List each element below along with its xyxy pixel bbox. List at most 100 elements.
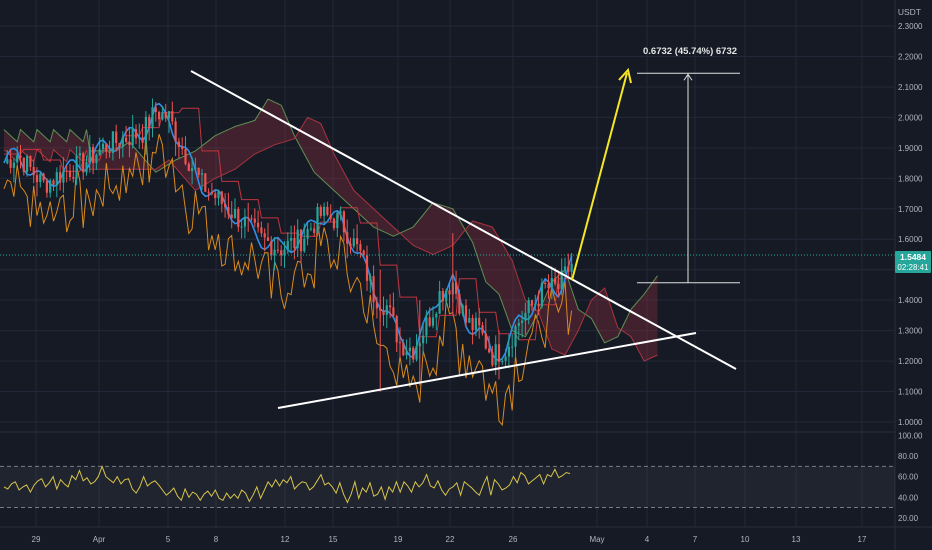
projection-arrow[interactable] [571,72,628,281]
candle-body [240,226,243,228]
candle-body [237,208,240,227]
price-tick-label: 2.2000 [898,52,923,61]
candle-body [184,149,187,164]
candle-body [214,193,217,199]
candle-body [26,156,29,172]
candle-body [455,282,458,294]
candle-body [6,159,9,164]
candle-body [309,228,312,230]
candle-body [471,317,474,331]
price-axis[interactable]: 2.3000 2.2000 2.1000 2.0000 1.9000 1.8000 1.70… [898,22,923,427]
candle-body [101,143,105,150]
candle-body [19,155,22,158]
candle-body [144,116,147,143]
time-tick-label: 13 [792,535,801,544]
candle-body [296,229,299,248]
candle-body [125,137,128,142]
candle-body [148,116,151,129]
candle-body [547,284,550,289]
candle-body [167,111,171,119]
price-tick-label: 1.0000 [898,418,923,427]
time-tick-label: 10 [741,535,750,544]
price-tick-label: 1.4000 [898,296,923,305]
candle-body [118,143,121,147]
candle-body [138,137,141,139]
candle-body [95,154,98,164]
price-tick-label: 1.2000 [898,357,923,366]
chart-grid [0,0,895,527]
candle-body [68,171,72,178]
candle-body [174,121,177,142]
current-price-value: 1.5484 [900,252,926,262]
price-tick-label: 1.7000 [898,205,923,214]
candle-body [217,191,220,199]
candle-body [39,173,42,183]
candle-body [194,167,197,169]
chart-drawings [0,67,895,409]
candle-body [491,352,494,366]
candle-body [428,317,431,326]
candle-body [32,167,35,176]
candle-body [260,227,263,234]
candle-body [389,305,392,308]
candle-body [191,168,194,172]
candle-body [210,192,213,194]
candle-body [448,290,451,295]
candle-body [16,155,19,163]
candle-body [385,305,388,315]
candle-body [154,107,157,113]
candle-body [415,346,418,360]
price-tick-label: 2.1000 [898,83,923,92]
candle-body [517,322,520,326]
time-tick-label: 19 [394,535,403,544]
candle-body [177,141,180,147]
rsi-tick-label: 20.00 [898,514,919,523]
candle-body [349,243,352,247]
candle-body [151,107,154,129]
candle-body [35,175,39,183]
candle-body [534,303,537,306]
candle-body [92,146,95,164]
upper-trendline[interactable] [190,70,737,370]
candle-body [412,347,415,360]
candle-body [336,212,339,229]
time-tick-label: 12 [281,535,290,544]
candle-body [365,255,369,281]
candle-body [319,206,322,216]
candle-body [521,320,524,323]
time-tick-label: Apr [93,535,106,544]
candle-body [352,238,355,247]
candle-body [511,346,514,348]
candle-body [59,172,62,183]
time-tick-label: 5 [166,535,171,544]
current-price-badge: 1.5484 02:28:41 [895,251,931,273]
candle-body [9,159,12,168]
time-axis[interactable]: 29 Apr 5 8 12 15 19 22 26 May 4 7 10 13 17 [32,535,867,544]
time-tick-label: May [589,535,604,544]
candle-body [111,131,114,153]
candle-body [181,146,184,150]
candle-body [197,167,200,175]
candle-body [557,283,560,289]
rsi-pane[interactable]: 100.00 80.00 60.00 40.00 20.00 [0,431,923,523]
lower-trendline[interactable] [277,332,697,409]
price-tick-label: 2.3000 [898,22,923,31]
candle-body [131,129,134,146]
candle-body [227,207,230,215]
candle-body [293,238,296,248]
candle-body [342,211,345,233]
candle-body [474,317,477,331]
measure-label: 0.6732 (45.74%) 6732 [643,46,737,57]
candle-body [332,218,336,229]
candle-body [253,218,256,223]
candle-body [233,208,237,219]
price-tick-label: 1.8000 [898,174,923,183]
candle-body [540,282,543,307]
candle-body [204,173,207,192]
candle-body [12,162,15,168]
candle-body [372,276,375,303]
price-tick-label: 1.3000 [898,327,923,336]
candle-body [29,156,32,168]
